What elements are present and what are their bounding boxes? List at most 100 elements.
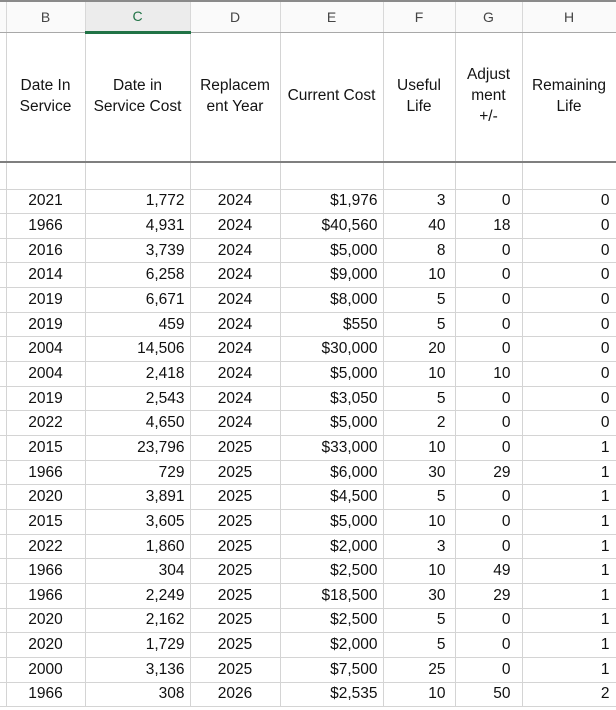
data-cell-remaining-life[interactable]: 1 <box>522 657 616 683</box>
data-cell-date-in-service-cost[interactable]: 729 <box>85 460 191 486</box>
data-cell-adjustment[interactable]: 0 <box>455 410 523 437</box>
data-cell-useful-life[interactable]: 25 <box>383 657 456 683</box>
data-cell-remaining-life[interactable]: 0 <box>522 410 616 437</box>
data-cell-replacement-year[interactable]: 2024 <box>190 312 281 338</box>
data-cell-date-in-service-cost[interactable]: 1,729 <box>85 632 191 658</box>
header-cell-replacement-year[interactable]: Replacem ent Year <box>190 32 281 163</box>
data-cell-date-in-service-cost[interactable]: 1,860 <box>85 534 191 560</box>
data-cell-adjustment[interactable]: 0 <box>455 312 523 338</box>
data-cell-date-in-service[interactable]: 1966 <box>6 682 86 708</box>
data-cell[interactable] <box>0 632 7 658</box>
data-cell-remaining-life[interactable]: 0 <box>522 213 616 239</box>
data-cell-useful-life[interactable]: 5 <box>383 632 456 658</box>
data-cell-date-in-service-cost[interactable]: 3,739 <box>85 238 191 264</box>
data-cell-adjustment[interactable]: 29 <box>455 460 523 486</box>
data-cell-replacement-year[interactable]: 2024 <box>190 287 281 313</box>
data-cell-replacement-year[interactable]: 2025 <box>190 460 281 486</box>
data-cell-replacement-year[interactable]: 2026 <box>190 682 281 708</box>
data-cell-adjustment[interactable]: 0 <box>455 509 523 535</box>
data-cell-remaining-life[interactable]: 1 <box>522 608 616 634</box>
data-cell-adjustment[interactable]: 10 <box>455 361 523 387</box>
data-cell-replacement-year[interactable]: 2024 <box>190 262 281 289</box>
data-cell-useful-life[interactable]: 10 <box>383 682 456 708</box>
data-cell-useful-life[interactable]: 30 <box>383 460 456 486</box>
data-cell-current-cost[interactable]: $4,500 <box>280 484 384 511</box>
data-cell-adjustment[interactable]: 0 <box>455 238 523 264</box>
data-cell-current-cost[interactable]: $550 <box>280 312 384 338</box>
data-cell-replacement-year[interactable]: 2024 <box>190 213 281 239</box>
data-cell-replacement-year[interactable]: 2025 <box>190 632 281 658</box>
data-cell-replacement-year[interactable]: 2025 <box>190 558 281 584</box>
column-header-e[interactable]: E <box>280 1 384 33</box>
header-cell-remaining-life[interactable]: Remaining Life <box>522 32 616 163</box>
data-cell[interactable] <box>0 534 7 560</box>
data-cell[interactable] <box>0 312 7 338</box>
data-cell-date-in-service[interactable]: 2022 <box>6 534 86 560</box>
data-cell-current-cost[interactable]: $33,000 <box>280 435 384 461</box>
data-cell-date-in-service-cost[interactable]: 2,543 <box>85 386 191 412</box>
data-cell-adjustment[interactable]: 0 <box>455 484 523 511</box>
data-cell-replacement-year[interactable]: 2025 <box>190 657 281 683</box>
data-cell-current-cost[interactable]: $6,000 <box>280 460 384 486</box>
data-cell-date-in-service[interactable]: 2019 <box>6 287 86 313</box>
column-header-c-selected[interactable]: C <box>85 1 191 34</box>
data-cell[interactable] <box>0 410 7 437</box>
data-cell-date-in-service-cost[interactable]: 3,136 <box>85 657 191 683</box>
data-cell-replacement-year[interactable]: 2024 <box>190 238 281 264</box>
data-cell-remaining-life[interactable]: 0 <box>522 361 616 387</box>
data-cell-current-cost[interactable]: $2,000 <box>280 534 384 560</box>
data-cell-current-cost[interactable]: $7,500 <box>280 657 384 683</box>
data-cell-date-in-service-cost[interactable]: 308 <box>85 682 191 708</box>
data-cell-date-in-service[interactable]: 2020 <box>6 484 86 511</box>
data-cell-adjustment[interactable]: 0 <box>455 435 523 461</box>
data-cell-useful-life[interactable]: 10 <box>383 262 456 289</box>
data-cell-current-cost[interactable]: $9,000 <box>280 262 384 289</box>
empty-cell[interactable] <box>383 162 456 190</box>
data-cell-replacement-year[interactable]: 2025 <box>190 534 281 560</box>
data-cell-date-in-service[interactable]: 2019 <box>6 386 86 412</box>
data-cell[interactable] <box>0 386 7 412</box>
data-cell[interactable] <box>0 336 7 363</box>
data-cell-date-in-service-cost[interactable]: 3,891 <box>85 484 191 511</box>
data-cell-date-in-service[interactable]: 2022 <box>6 410 86 437</box>
data-cell-adjustment[interactable]: 49 <box>455 558 523 584</box>
data-cell-date-in-service[interactable]: 2021 <box>6 189 86 215</box>
data-cell[interactable] <box>0 583 7 609</box>
data-cell-date-in-service[interactable]: 2019 <box>6 312 86 338</box>
data-cell-date-in-service[interactable]: 1966 <box>6 460 86 486</box>
data-cell-adjustment[interactable]: 0 <box>455 189 523 215</box>
data-cell-date-in-service[interactable]: 2014 <box>6 262 86 289</box>
header-cell-useful-life[interactable]: Useful Life <box>383 32 456 163</box>
data-cell-replacement-year[interactable]: 2025 <box>190 484 281 511</box>
data-cell[interactable] <box>0 608 7 634</box>
data-cell-date-in-service-cost[interactable]: 4,931 <box>85 213 191 239</box>
data-cell-remaining-life[interactable]: 1 <box>522 460 616 486</box>
data-cell[interactable] <box>0 213 7 239</box>
data-cell[interactable] <box>0 460 7 486</box>
data-cell-replacement-year[interactable]: 2024 <box>190 336 281 363</box>
empty-cell[interactable] <box>0 162 7 190</box>
data-cell-current-cost[interactable]: $3,050 <box>280 386 384 412</box>
data-cell-useful-life[interactable]: 5 <box>383 608 456 634</box>
data-cell-useful-life[interactable]: 10 <box>383 509 456 535</box>
data-cell-useful-life[interactable]: 40 <box>383 213 456 239</box>
data-cell-date-in-service[interactable]: 2020 <box>6 632 86 658</box>
data-cell-remaining-life[interactable]: 2 <box>522 682 616 708</box>
data-cell-useful-life[interactable]: 5 <box>383 287 456 313</box>
data-cell-date-in-service-cost[interactable]: 4,650 <box>85 410 191 437</box>
data-cell-adjustment[interactable]: 0 <box>455 386 523 412</box>
data-cell-remaining-life[interactable]: 1 <box>522 583 616 609</box>
data-cell-remaining-life[interactable]: 0 <box>522 312 616 338</box>
data-cell-useful-life[interactable]: 10 <box>383 361 456 387</box>
data-cell-date-in-service-cost[interactable]: 23,796 <box>85 435 191 461</box>
empty-cell[interactable] <box>455 162 523 190</box>
header-cell-current-cost[interactable]: Current Cost <box>280 32 384 163</box>
data-cell-replacement-year[interactable]: 2025 <box>190 583 281 609</box>
data-cell[interactable] <box>0 287 7 313</box>
data-cell-useful-life[interactable]: 5 <box>383 312 456 338</box>
column-header-f[interactable]: F <box>383 1 456 33</box>
empty-cell[interactable] <box>6 162 86 190</box>
data-cell-replacement-year[interactable]: 2025 <box>190 608 281 634</box>
data-cell-date-in-service-cost[interactable]: 459 <box>85 312 191 338</box>
data-cell-date-in-service-cost[interactable]: 304 <box>85 558 191 584</box>
